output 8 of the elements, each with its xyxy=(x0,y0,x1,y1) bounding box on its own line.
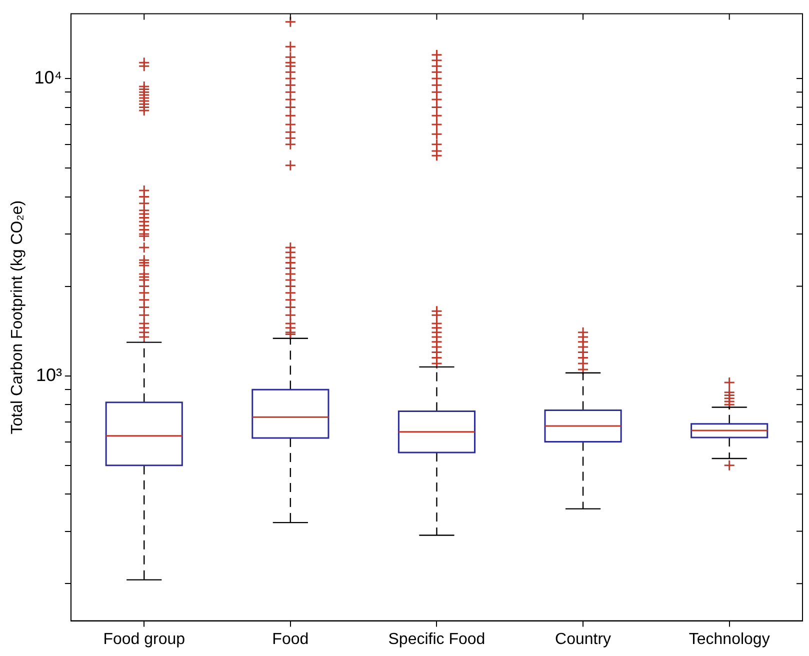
x-tick-label: Country xyxy=(555,630,612,648)
x-tick-label: Food xyxy=(272,630,309,648)
x-tick-label: Technology xyxy=(688,630,770,648)
y-axis-title: Total Carbon Footprint (kg CO₂e) xyxy=(9,200,26,434)
y-tick-label: 10³ xyxy=(36,364,62,385)
x-tick-label: Food group xyxy=(103,630,186,648)
x-tick-label: Specific Food xyxy=(388,630,486,648)
y-tick-label: 10⁴ xyxy=(34,67,62,88)
